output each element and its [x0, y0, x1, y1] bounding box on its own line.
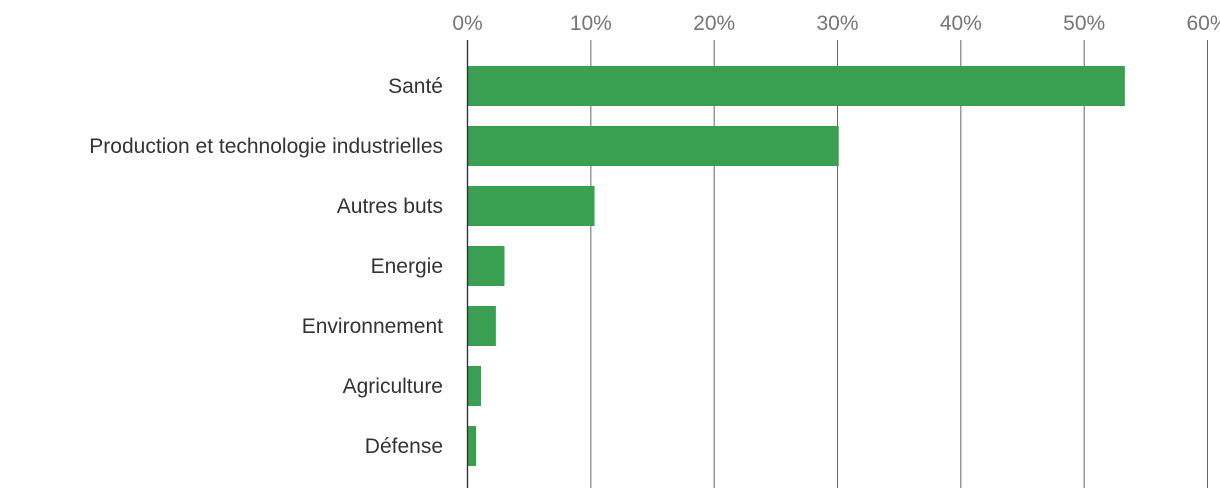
- x-axis-ticks: 0% 10% 20% 30% 40% 50% 60%: [452, 12, 1220, 35]
- bars: [467, 66, 1125, 466]
- bar-4: [467, 246, 505, 286]
- category-label: Autres buts: [337, 195, 443, 218]
- bar-1: [467, 66, 1125, 106]
- bar-3: [467, 186, 595, 226]
- category-label: Energie: [371, 255, 443, 278]
- bar-7: [467, 426, 477, 466]
- x-tick-label: 20%: [693, 12, 735, 35]
- x-tick-label: 10%: [570, 12, 612, 35]
- x-tick-label: 0%: [452, 12, 482, 35]
- x-tick-label: 40%: [940, 12, 982, 35]
- category-label: Environnement: [302, 315, 443, 338]
- x-tick-label: 50%: [1063, 12, 1105, 35]
- x-tick-label: 30%: [816, 12, 858, 35]
- bar-5: [467, 306, 496, 346]
- bar-2: [467, 126, 839, 166]
- category-label: Santé: [388, 75, 443, 98]
- bar-6: [467, 366, 482, 406]
- gridlines: [590, 40, 1208, 488]
- category-labels: Santé Production et technologie industrie…: [89, 75, 443, 458]
- category-label: Production et technologie industrielles: [89, 135, 443, 158]
- category-label: Défense: [365, 435, 443, 458]
- x-tick-label: 60%: [1186, 12, 1220, 35]
- category-label: Agriculture: [343, 375, 443, 398]
